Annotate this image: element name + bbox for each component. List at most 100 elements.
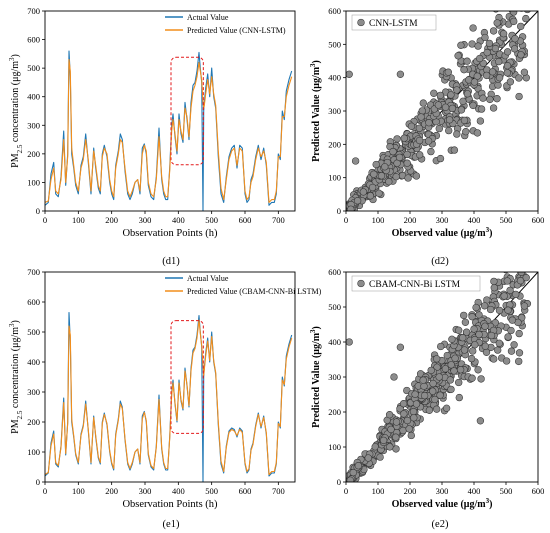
legend-label-0: Actual Value bbox=[187, 274, 229, 283]
x-tick-label: 600 bbox=[532, 215, 545, 225]
x-axis-label: Observed value (μg/m3) bbox=[392, 226, 493, 239]
scatter-point bbox=[381, 163, 389, 171]
scatter-point bbox=[481, 342, 489, 350]
scatter-point bbox=[400, 410, 408, 418]
x-tick-label: 0 bbox=[344, 215, 348, 225]
label-part: ) bbox=[489, 499, 492, 510]
scatter-point bbox=[477, 375, 485, 383]
y-tick-label: 200 bbox=[328, 139, 341, 149]
scatter-point bbox=[392, 433, 400, 441]
scatter-point bbox=[392, 418, 401, 426]
scatter-point bbox=[472, 303, 480, 312]
scatter-point bbox=[469, 347, 477, 355]
y-tick-label: 200 bbox=[328, 407, 341, 417]
legend-marker bbox=[357, 279, 365, 288]
label-part: 2.5 bbox=[16, 410, 24, 419]
legend-label: CNN-LSTM bbox=[369, 19, 418, 29]
y-tick-label: 500 bbox=[328, 39, 341, 49]
y-tick-label: 0 bbox=[36, 477, 40, 487]
scatter-point bbox=[436, 391, 444, 399]
x-tick-label: 500 bbox=[500, 215, 513, 225]
scatter-point bbox=[517, 260, 524, 267]
scatter-point bbox=[420, 382, 428, 390]
scatter-point bbox=[448, 335, 456, 343]
scatter-point bbox=[495, 339, 503, 347]
scatter-point bbox=[490, 355, 498, 363]
scatter-point bbox=[376, 453, 384, 461]
x-tick-label: 0 bbox=[43, 486, 47, 496]
scatter-point bbox=[396, 343, 405, 351]
panel-caption: (e2) bbox=[432, 519, 449, 530]
x-tick-label: 100 bbox=[72, 215, 85, 225]
y-tick-label: 200 bbox=[27, 149, 40, 159]
scatter-point bbox=[389, 147, 397, 156]
scatter-point bbox=[441, 103, 450, 111]
scatter-point bbox=[444, 68, 452, 76]
label-part: PM bbox=[10, 419, 21, 434]
y-tick-label: 600 bbox=[328, 6, 341, 16]
label-part: 3 bbox=[486, 497, 490, 505]
scatter-point bbox=[415, 124, 424, 132]
scatter-point bbox=[430, 89, 438, 97]
scatter-point bbox=[499, 259, 506, 266]
scatter-point bbox=[506, 286, 514, 295]
axes-frame bbox=[44, 271, 296, 483]
scatter-point bbox=[515, 92, 523, 101]
x-tick-label: 300 bbox=[139, 486, 152, 496]
scatter-point bbox=[450, 146, 459, 154]
scatter-point bbox=[491, 0, 498, 7]
y-tick-label: 500 bbox=[27, 63, 40, 73]
scatter-point bbox=[385, 411, 394, 419]
scatter-point bbox=[515, 329, 523, 338]
y-axis-label: PM2.5 concentration (μg/m3) bbox=[8, 320, 24, 434]
scatter-point bbox=[400, 134, 408, 142]
scatter-point bbox=[457, 41, 465, 49]
scatter-point bbox=[435, 373, 443, 381]
scatter-point bbox=[470, 78, 479, 86]
scatter-point bbox=[410, 414, 418, 422]
scatter-point bbox=[385, 178, 393, 186]
x-axis-label: Observation Points (h) bbox=[122, 228, 218, 239]
label-part: 3 bbox=[8, 323, 16, 327]
plot-area bbox=[346, 0, 538, 211]
scatter-point bbox=[447, 361, 455, 369]
scatter-point bbox=[368, 183, 377, 192]
scatter-point bbox=[435, 124, 443, 133]
scatter-point bbox=[433, 405, 441, 413]
scatter-point bbox=[448, 104, 457, 113]
scatter-point bbox=[386, 443, 394, 451]
scatter-point bbox=[437, 342, 445, 351]
x-tick-label: 100 bbox=[72, 486, 85, 496]
scatter-point bbox=[509, 11, 518, 16]
scatter-point bbox=[520, 68, 529, 76]
scatter-point bbox=[418, 107, 426, 115]
y-tick-label: 100 bbox=[27, 177, 40, 187]
scatter-point bbox=[349, 468, 357, 477]
label-part: ) bbox=[489, 228, 492, 239]
x-tick-label: 300 bbox=[436, 215, 449, 225]
scatter-point bbox=[459, 334, 467, 342]
label-part: concentration (μg/m bbox=[10, 327, 21, 411]
scatter-point bbox=[429, 387, 437, 395]
scatter-point bbox=[476, 117, 485, 125]
scatter-point bbox=[424, 137, 433, 145]
scatter-point bbox=[455, 326, 463, 334]
scatter-point bbox=[455, 393, 463, 402]
x-tick-label: 200 bbox=[105, 215, 118, 225]
scatter-point bbox=[396, 70, 405, 78]
scatter-point bbox=[495, 74, 504, 82]
y-tick-label: 400 bbox=[328, 73, 341, 83]
x-tick-label: 600 bbox=[532, 486, 545, 496]
label-part: 3 bbox=[486, 226, 490, 234]
label-part: 3 bbox=[309, 329, 317, 333]
scatter-point bbox=[511, 35, 519, 43]
x-axis-label: Observation Points (h) bbox=[122, 499, 218, 510]
highlight-box bbox=[170, 320, 204, 434]
panel-d2: 0 100 200 300 400 500 600 0 100 200 300 400 500 600 CN… bbox=[309, 0, 545, 267]
scatter-point bbox=[346, 338, 353, 346]
scatter-point bbox=[512, 290, 520, 299]
x-tick-label: 100 bbox=[372, 215, 385, 225]
scatter-point bbox=[419, 376, 427, 384]
series-line-1 bbox=[45, 319, 293, 476]
